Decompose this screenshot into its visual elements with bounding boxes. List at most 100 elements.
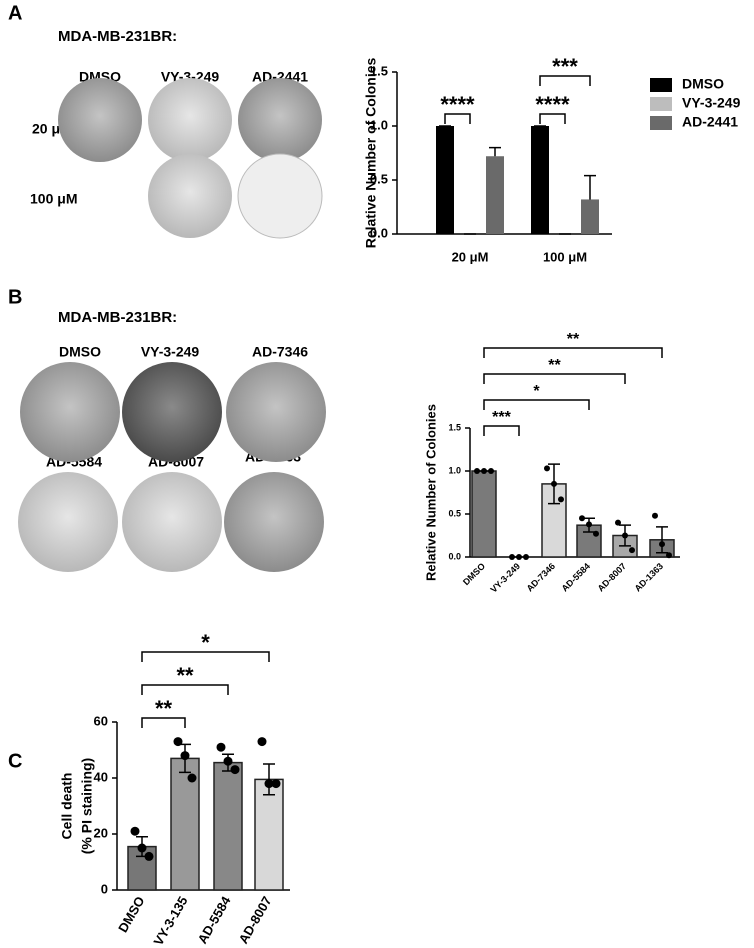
data-point	[130, 826, 140, 836]
y-axis-label: (% PI staining)	[79, 758, 95, 854]
significance-label: *	[201, 630, 210, 655]
significance-label: ***	[552, 54, 578, 79]
cell-line: MDA-MB-231BR:	[58, 28, 177, 45]
y-axis-label: Relative Number of Colonies	[363, 57, 379, 248]
legend-swatch	[650, 97, 672, 111]
panel-label: A	[8, 2, 22, 24]
data-point	[622, 532, 628, 539]
data-point	[137, 843, 147, 853]
y-tick-label: 1.0	[370, 117, 388, 132]
y-tick-label: 20	[94, 825, 108, 840]
x-tick-label: AD-5584	[195, 893, 234, 946]
error-bar	[656, 526, 668, 554]
data-point	[593, 530, 599, 537]
dish	[238, 78, 322, 162]
y-tick-label: 60	[94, 713, 108, 728]
data-point	[257, 737, 267, 747]
significance-bracket	[483, 425, 520, 436]
y-tick-label: 40	[94, 769, 108, 784]
data-point	[144, 851, 154, 861]
significance-label: **	[155, 696, 173, 721]
dish	[122, 472, 222, 572]
y-tick-label: 1.0	[448, 465, 461, 475]
panel-label: B	[8, 286, 22, 308]
significance-label: **	[176, 663, 194, 688]
bar	[436, 126, 454, 234]
data-point	[271, 779, 281, 789]
dish	[18, 472, 118, 572]
data-point	[586, 521, 592, 528]
legend-label: AD-2441	[682, 114, 738, 130]
data-point	[474, 468, 480, 474]
y-tick-label: 0.0	[448, 551, 461, 561]
data-point	[264, 779, 274, 789]
x-tick-label: DMSO	[461, 561, 487, 587]
data-point	[615, 519, 621, 526]
significance-bracket	[539, 113, 566, 124]
data-point	[523, 554, 529, 560]
dish	[224, 472, 324, 572]
bar	[531, 126, 549, 234]
y-tick-label: 0.0	[370, 225, 388, 240]
data-point	[659, 541, 665, 548]
x-tick-label: VY-3-249	[488, 561, 522, 595]
dish	[226, 362, 326, 462]
x-tick-label: 100 μM	[543, 249, 587, 264]
data-point	[666, 552, 672, 559]
data-point	[230, 765, 240, 775]
y-axis-label: Relative Number of Colonies	[423, 404, 438, 581]
bar	[213, 761, 243, 891]
dish-label: DMSO	[59, 344, 101, 360]
x-tick-label: AD-8007	[236, 894, 275, 947]
data-point	[551, 480, 557, 487]
dish	[148, 154, 232, 238]
x-tick-label: AD-1363	[633, 561, 666, 594]
cell-line: MDA-MB-231BR:	[58, 309, 177, 326]
dish	[148, 78, 232, 162]
data-point	[187, 773, 197, 783]
legend-label: DMSO	[682, 76, 724, 92]
dish-label: AD-7346	[252, 344, 308, 360]
data-point	[223, 756, 233, 766]
y-axis-label: Cell death	[59, 773, 75, 840]
x-tick-label: AD-5584	[560, 561, 593, 594]
significance-bracket	[141, 717, 186, 728]
data-point	[509, 554, 515, 560]
data-point	[173, 737, 183, 747]
x-tick-label: DMSO	[115, 894, 147, 935]
significance-bracket	[141, 684, 229, 695]
data-point	[488, 468, 494, 474]
significance-label: ****	[440, 92, 475, 117]
bar	[581, 199, 599, 234]
data-point	[516, 554, 522, 560]
x-tick-label: VY-3-135	[150, 894, 190, 948]
x-tick-label: AD-7346	[525, 561, 558, 594]
significance-label: ****	[535, 92, 570, 117]
dish	[58, 78, 142, 162]
dish	[237, 153, 323, 239]
row-label: 100 μM	[30, 191, 77, 207]
bar	[486, 156, 504, 234]
dish	[20, 362, 120, 462]
significance-bracket	[444, 113, 471, 124]
y-tick-label: 1.5	[448, 422, 461, 432]
significance-label: ***	[492, 409, 511, 426]
y-tick-label: 0	[101, 881, 108, 896]
data-point	[481, 468, 487, 474]
bar	[471, 470, 497, 558]
significance-label: **	[548, 357, 561, 374]
data-point	[579, 515, 585, 522]
error-bar	[584, 174, 596, 200]
data-point	[652, 512, 658, 519]
dish-label: VY-3-249	[141, 344, 200, 360]
significance-bracket	[483, 373, 626, 384]
significance-bracket	[483, 399, 590, 410]
data-point	[629, 547, 635, 554]
x-tick-label: 20 μM	[452, 249, 489, 264]
x-tick-label: AD-8007	[596, 561, 629, 594]
significance-bracket	[483, 347, 663, 358]
significance-label: **	[567, 331, 580, 348]
significance-bracket	[539, 75, 591, 86]
